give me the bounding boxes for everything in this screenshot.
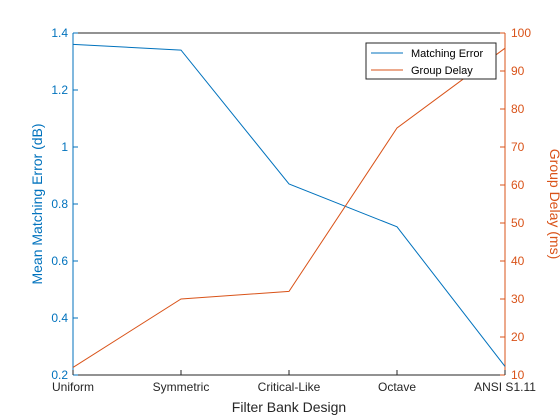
right-tick-label: 60 — [511, 178, 525, 192]
x-tick-label: Critical-Like — [258, 380, 321, 394]
left-axis-ticks: 0.2 0.4 0.6 0.8 1 1.2 1.4 — [51, 26, 78, 382]
left-tick-label: 1.2 — [51, 83, 68, 97]
right-tick-label: 100 — [511, 26, 531, 40]
left-tick-label: 1 — [61, 140, 68, 154]
x-axis-ticks: Uniform Symmetric Critical-Like Octave ANSI … — [52, 370, 536, 394]
series-line-group-delay — [72, 47, 506, 368]
series-layer — [72, 43, 506, 368]
legend: Matching Error Group Delay — [365, 42, 497, 80]
right-tick-label: 80 — [511, 102, 525, 116]
right-axis-label: Group Delay (ms) — [547, 149, 560, 259]
plot-frame — [72, 32, 506, 376]
legend-label-group-delay: Group Delay — [411, 65, 473, 77]
left-tick-label: 0.2 — [51, 368, 68, 382]
x-tick-label: Octave — [378, 380, 416, 394]
right-tick-label: 40 — [511, 254, 525, 268]
right-tick-label: 20 — [511, 330, 525, 344]
x-tick-label: ANSI S1.11 — [474, 380, 536, 394]
right-tick-label: 70 — [511, 140, 525, 154]
x-axis-label: Filter Bank Design — [232, 399, 346, 415]
right-tick-label: 30 — [511, 292, 525, 306]
left-tick-label: 0.8 — [51, 197, 68, 211]
x-tick-label: Uniform — [52, 380, 94, 394]
right-tick-label: 50 — [511, 216, 525, 230]
left-tick-label: 1.4 — [51, 26, 68, 40]
right-axis-ticks: 10 20 30 40 50 60 70 80 90 100 — [500, 26, 531, 382]
right-tick-label: 10 — [511, 368, 525, 382]
right-tick-label: 90 — [511, 64, 525, 78]
series-line-matching-error — [72, 43, 506, 367]
left-tick-label: 0.6 — [51, 254, 68, 268]
legend-box — [365, 42, 497, 80]
left-tick-label: 0.4 — [51, 311, 68, 325]
legend-label-matching-error: Matching Error — [411, 48, 483, 60]
left-axis-label: Mean Matching Error (dB) — [29, 123, 45, 284]
x-tick-label: Symmetric — [153, 380, 210, 394]
